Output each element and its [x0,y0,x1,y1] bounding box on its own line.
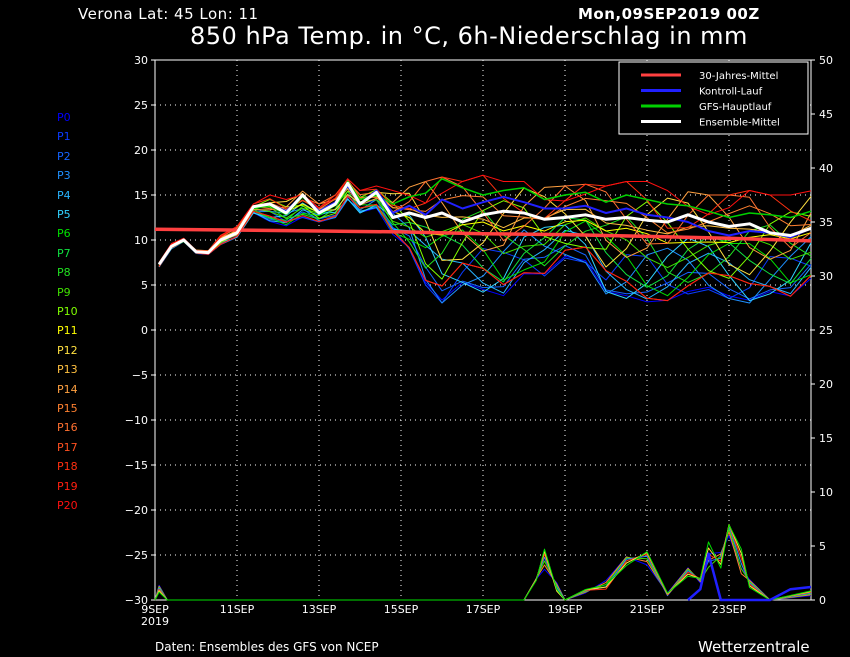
member-label-p18: P18 [57,460,78,474]
precip-control-line [687,552,812,602]
x-tick-19SEP: 19SEP [548,603,583,616]
member-label-p4: P4 [57,188,71,202]
member-line-p16 [158,176,812,265]
member-label-p15: P15 [57,402,78,415]
member-label-p5: P5 [57,208,71,221]
y-tick-right-25: 25 [819,324,833,337]
y-tick-left--10: −10 [125,414,148,427]
legend-label-1: Kontroll-Lauf [699,87,763,98]
climate-mean-line [154,227,812,243]
member-label-p19: P19 [57,479,78,493]
y-tick-left-25: 25 [134,99,148,112]
y-tick-right-40: 40 [819,162,833,175]
member-label-p14: P14 [57,382,78,396]
precip-member-18 [154,524,812,601]
y-tick-left-10: 10 [134,234,148,247]
member-label-p8: P8 [57,266,71,280]
member-label-p17: P17 [57,440,78,454]
y-tick-right-0: 0 [819,594,826,607]
member-label-p0: P0 [57,111,71,124]
y-tick-left--5: −5 [132,369,148,382]
member-line-p19 [158,195,812,302]
member-label-p3: P3 [57,169,71,183]
legend-label-0: 30-Jahres-Mittel [699,71,778,82]
legend-label-3: Ensemble-Mittel [699,118,780,129]
member-line-p4 [158,194,812,300]
y-tick-right-15: 15 [819,432,833,445]
precip-member-12 [154,524,812,601]
member-label-p20: P20 [57,499,78,512]
y-tick-right-50: 50 [819,54,833,67]
member-label-p11: P11 [57,324,78,338]
member-label-p1: P1 [57,130,71,144]
ensemble-mean-line [157,181,812,266]
y-tick-left--15: −15 [125,459,148,472]
location-label: Verona Lat: 45 Lon: 11 [78,5,259,23]
y-tick-left--30: −30 [125,594,148,607]
x-tick-9SEP: 9SEP [141,603,169,616]
y-tick-right-35: 35 [819,216,833,229]
x-tick-15SEP: 15SEP [384,603,419,616]
member-line-p20 [158,174,812,263]
y-tick-right-30: 30 [819,270,833,283]
member-label-p16: P16 [57,421,78,435]
y-tick-right-45: 45 [819,108,833,121]
member-label-p12: P12 [57,343,78,357]
y-tick-right-20: 20 [819,378,833,391]
run-time-label: Mon,09SEP2019 00Z [578,5,760,23]
y-tick-left--20: −20 [125,504,148,517]
y-tick-left-5: 5 [141,279,148,292]
x-tick-23SEP: 23SEP [712,603,747,616]
legend-label-2: GFS-Hauptlauf [699,102,772,113]
member-label-p9: P9 [57,285,71,299]
y-tick-left-20: 20 [134,144,148,157]
chart-title: 850 hPa Temp. in °C, 6h-Niederschlag in … [190,22,748,50]
member-label-p7: P7 [57,246,71,260]
x-tick-year: 2019 [141,615,169,628]
member-label-p13: P13 [57,363,78,377]
member-label-p10: P10 [57,305,78,318]
x-tick-11SEP: 11SEP [220,603,255,616]
brand-label: Wetterzentrale [698,638,810,656]
data-source-label: Daten: Ensembles des GFS von NCEP [155,640,379,654]
y-tick-right-10: 10 [819,486,833,499]
y-tick-left-0: 0 [141,324,148,337]
x-tick-17SEP: 17SEP [466,603,501,616]
member-label-p2: P2 [57,149,71,163]
x-tick-21SEP: 21SEP [630,603,665,616]
y-tick-left-15: 15 [134,189,148,202]
x-tick-13SEP: 13SEP [302,603,337,616]
y-tick-left-30: 30 [134,54,148,67]
y-tick-left--25: −25 [125,549,148,562]
y-tick-right-5: 5 [819,540,826,553]
member-label-p6: P6 [57,227,71,241]
